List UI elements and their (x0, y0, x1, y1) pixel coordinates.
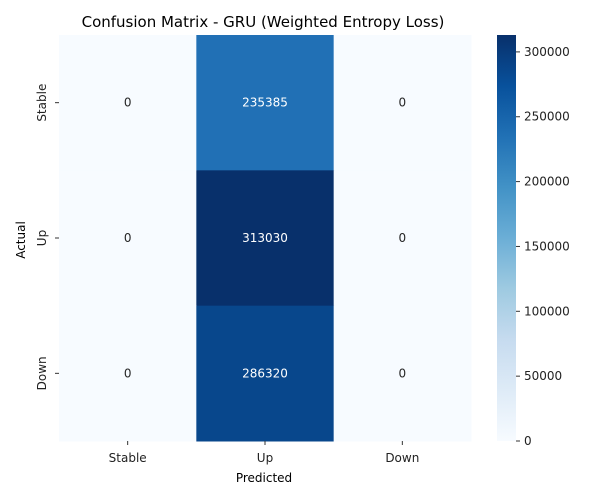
heatmap-cell (196, 305, 335, 442)
colorbar-tick-label: 300000 (524, 45, 570, 59)
cell-value-label: 0 (399, 231, 407, 245)
y-tick-label: Up (35, 230, 49, 246)
heatmap-cell (59, 305, 197, 442)
x-axis-ticks: Stable Up Down (109, 441, 419, 465)
y-axis-ticks: Stable Up Down (35, 84, 59, 390)
x-tick-label: Stable (109, 451, 147, 465)
cell-value-label: 0 (124, 231, 132, 245)
heatmap-cell (59, 170, 197, 307)
colorbar-tick-label: 150000 (524, 239, 570, 253)
heatmap-cell (333, 170, 472, 307)
colorbar-tick-label: 50000 (524, 369, 562, 383)
heatmap-cell (59, 35, 197, 171)
colorbar-tick-label: 250000 (524, 110, 570, 124)
cell-value-label: 0 (399, 96, 407, 110)
x-tick-label: Down (385, 451, 419, 465)
colorbar (497, 35, 516, 441)
chart-title: Confusion Matrix - GRU (Weighted Entropy… (82, 13, 445, 31)
colorbar-tick-label: 200000 (524, 175, 570, 189)
cell-value-label: 0 (399, 366, 407, 380)
cell-value-label: 313030 (242, 231, 288, 245)
colorbar-tick-label: 100000 (524, 304, 570, 318)
heatmap-cell-labels: 0 235385 0 0 313030 0 0 286320 0 (124, 96, 406, 381)
cell-value-label: 286320 (242, 366, 288, 380)
heatmap-cells (59, 35, 472, 442)
colorbar-ticks: 0 50000 100000 150000 200000 250000 300000 (516, 45, 570, 448)
x-tick-label: Up (257, 451, 273, 465)
heatmap-cell (196, 170, 335, 307)
y-axis-label: Actual (14, 221, 28, 259)
y-tick-label: Stable (35, 84, 49, 122)
heatmap-cell (333, 35, 472, 171)
heatmap-cell (333, 305, 472, 442)
colorbar-tick-label: 0 (524, 434, 532, 448)
cell-value-label: 0 (124, 96, 132, 110)
heatmap-cell (196, 35, 335, 171)
y-tick-label: Down (35, 356, 49, 390)
cell-value-label: 0 (124, 366, 132, 380)
cell-value-label: 235385 (242, 96, 288, 110)
x-axis-label: Predicted (236, 471, 292, 485)
